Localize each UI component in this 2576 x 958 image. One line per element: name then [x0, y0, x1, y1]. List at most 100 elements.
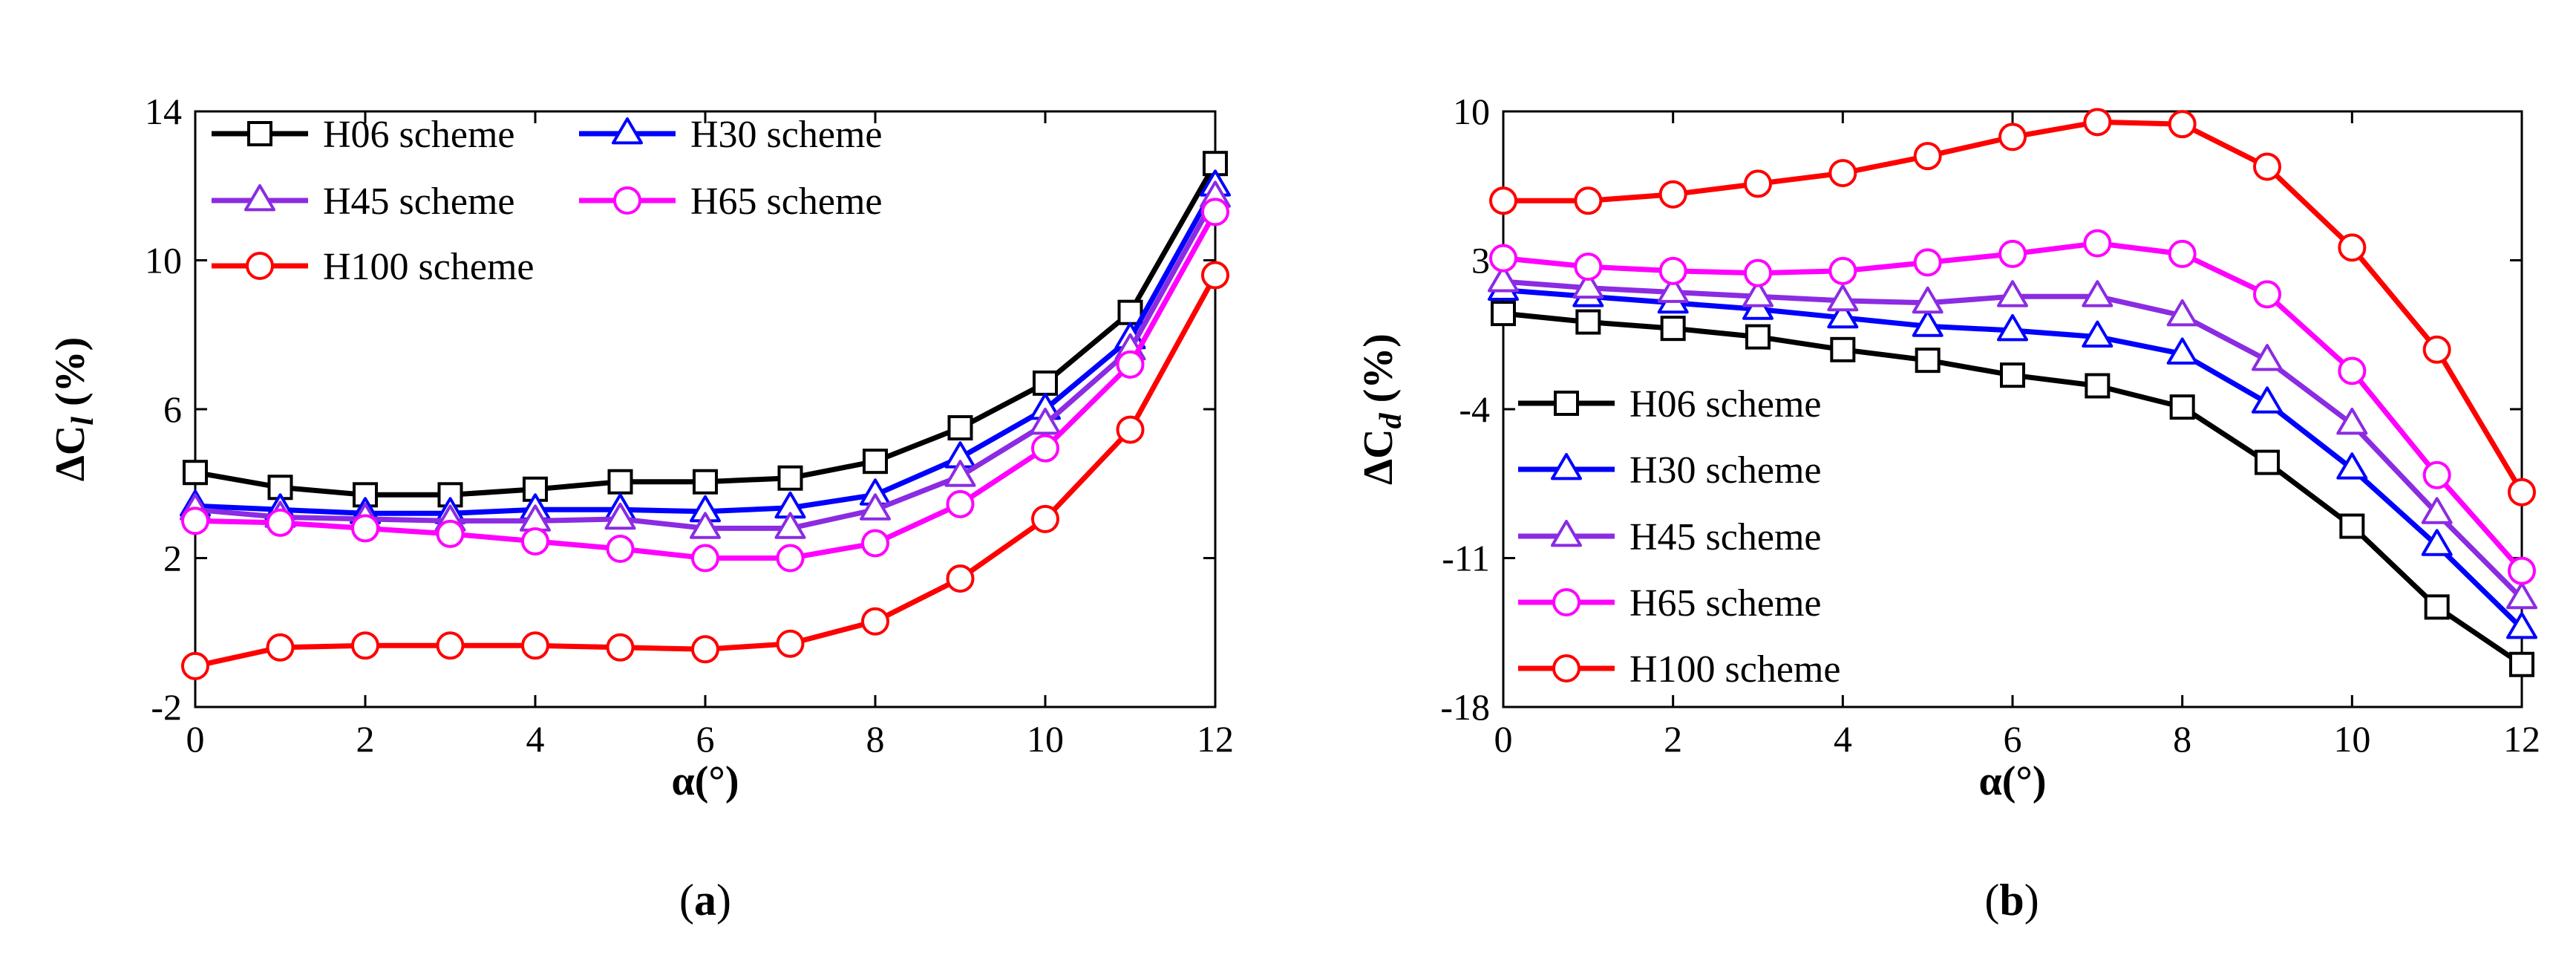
legend-swatch-marker	[1552, 654, 1580, 682]
series-h06-scheme	[183, 151, 1228, 508]
y-tick-label: 14	[145, 91, 182, 132]
x-tick-label: 12	[2503, 718, 2540, 760]
data-point-h06-scheme	[947, 415, 973, 441]
data-point-h65-scheme	[2338, 356, 2367, 385]
data-point-h45-scheme	[1488, 265, 1519, 293]
legend-item-h30-scheme: H30 scheme	[1518, 449, 1821, 492]
x-tick-label: 2	[1664, 718, 1682, 760]
data-point-h45-scheme	[2082, 280, 2114, 307]
series-h65-scheme	[181, 198, 1229, 573]
data-point-h06-scheme	[2255, 449, 2280, 475]
data-point-h65-scheme	[1658, 256, 1687, 285]
data-point-h100-scheme	[351, 631, 379, 660]
y-tick-label: -4	[1459, 388, 1490, 430]
y-tick-label: 10	[1453, 91, 1490, 132]
data-point-h100-scheme	[2253, 152, 2281, 181]
data-point-h06-scheme	[2424, 594, 2450, 620]
legend-item-h45-scheme: H45 scheme	[212, 180, 514, 223]
data-point-h65-scheme	[181, 506, 209, 535]
data-point-h65-scheme	[2508, 556, 2536, 585]
data-point-h30-scheme	[1912, 310, 1944, 337]
data-point-h65-scheme	[2253, 280, 2281, 309]
data-point-h45-scheme	[690, 512, 721, 539]
data-point-h65-scheme	[861, 529, 889, 558]
legend-swatch-marker	[1552, 588, 1580, 616]
data-point-h45-scheme	[604, 502, 636, 530]
y-tick-label: -11	[1442, 538, 1490, 579]
data-point-h65-scheme	[1031, 434, 1059, 463]
chart-panel-b: 0 2 4 6 8 10 12 -18 -11 -4 3 10 α(°) ΔCd (%) H06 schem…	[1356, 91, 2540, 925]
y-tick-label: 10	[145, 240, 182, 281]
data-point-h100-scheme	[1913, 142, 1942, 171]
x-tick-label: 2	[356, 718, 375, 760]
data-point-h06-scheme	[607, 469, 633, 495]
data-point-h65-scheme	[1489, 244, 1517, 273]
data-point-h30-scheme	[2336, 452, 2368, 480]
data-point-h65-scheme	[266, 508, 295, 537]
x-tick-label: 8	[866, 718, 885, 760]
data-point-h45-scheme	[1572, 271, 1604, 299]
legend-swatch-marker	[612, 117, 643, 145]
legend-swatch-marker	[613, 186, 641, 215]
data-point-h65-scheme	[1574, 252, 1603, 281]
legend-item-h06-scheme: H06 scheme	[1518, 383, 1821, 426]
data-point-h65-scheme	[1116, 350, 1145, 379]
legend-item-h30-scheme: H30 scheme	[579, 114, 882, 156]
data-point-h30-scheme	[1827, 301, 1859, 329]
x-tick-label: 6	[2004, 718, 2022, 760]
legend-label: H30 scheme	[690, 114, 882, 156]
data-point-h06-scheme	[2000, 362, 2025, 388]
data-point-h65-scheme	[1201, 198, 1229, 227]
data-point-h100-scheme	[1574, 186, 1603, 215]
data-point-h45-scheme	[1657, 276, 1689, 303]
data-point-h06-scheme	[1033, 370, 1058, 396]
data-point-h100-scheme	[2083, 108, 2112, 137]
data-point-h06-scheme	[2169, 394, 2195, 420]
data-point-h45-scheme	[2336, 408, 2368, 435]
legend-item-h45-scheme: H45 scheme	[1518, 516, 1821, 558]
series-h45-scheme	[180, 180, 1231, 539]
data-point-h65-scheme	[436, 519, 465, 548]
data-point-h45-scheme	[944, 460, 976, 487]
data-point-h06-scheme	[1915, 348, 1941, 374]
series-line-h30-scheme	[194, 184, 1218, 516]
data-point-h100-scheme	[1031, 504, 1059, 533]
data-point-h45-scheme	[1742, 280, 1774, 307]
series-h100-scheme	[181, 261, 1229, 680]
legend-swatch-marker	[1551, 453, 1582, 480]
x-tick-label: 8	[2173, 718, 2191, 760]
x-tick-label: 0	[186, 718, 205, 760]
legend-swatch-marker	[1554, 391, 1579, 416]
data-point-h65-scheme	[1998, 239, 2027, 268]
data-point-h06-scheme	[777, 465, 803, 491]
x-tick-label: 6	[696, 718, 715, 760]
legend: H06 scheme H30 scheme H45 scheme H65 scheme…	[1518, 383, 1840, 691]
legend-label: H30 scheme	[1629, 449, 1821, 492]
y-tick-label: 2	[163, 538, 182, 579]
data-point-h30-scheme	[2082, 320, 2114, 348]
data-point-h100-scheme	[2338, 233, 2367, 262]
data-point-h100-scheme	[521, 631, 549, 660]
x-tick-label: 10	[2333, 718, 2370, 760]
data-point-h45-scheme	[2252, 344, 2283, 371]
data-point-h45-scheme	[1030, 408, 1061, 435]
data-point-h45-scheme	[774, 512, 806, 539]
data-point-h06-scheme	[1830, 336, 1856, 362]
x-tick-label: 12	[1197, 718, 1234, 760]
legend-label: H100 scheme	[1629, 648, 1840, 691]
data-point-h65-scheme	[1828, 256, 1857, 285]
data-point-h100-scheme	[266, 633, 295, 662]
data-point-h06-scheme	[693, 469, 718, 495]
data-point-h06-scheme	[2509, 651, 2534, 677]
data-point-h45-scheme	[860, 493, 891, 521]
data-point-h30-scheme	[2252, 386, 2283, 414]
data-point-h65-scheme	[2422, 460, 2451, 489]
legend-item-h100-scheme: H100 scheme	[212, 246, 534, 288]
data-point-h65-scheme	[1744, 258, 1772, 287]
data-point-h45-scheme	[1997, 280, 2028, 307]
y-axis-label: ΔCl (%)	[48, 337, 100, 482]
data-point-h100-scheme	[1489, 186, 1517, 215]
legend: H06 scheme H30 scheme H45 scheme H65 scheme…	[212, 114, 882, 288]
legend-label: H45 scheme	[1629, 516, 1821, 558]
data-point-h65-scheme	[691, 544, 719, 573]
